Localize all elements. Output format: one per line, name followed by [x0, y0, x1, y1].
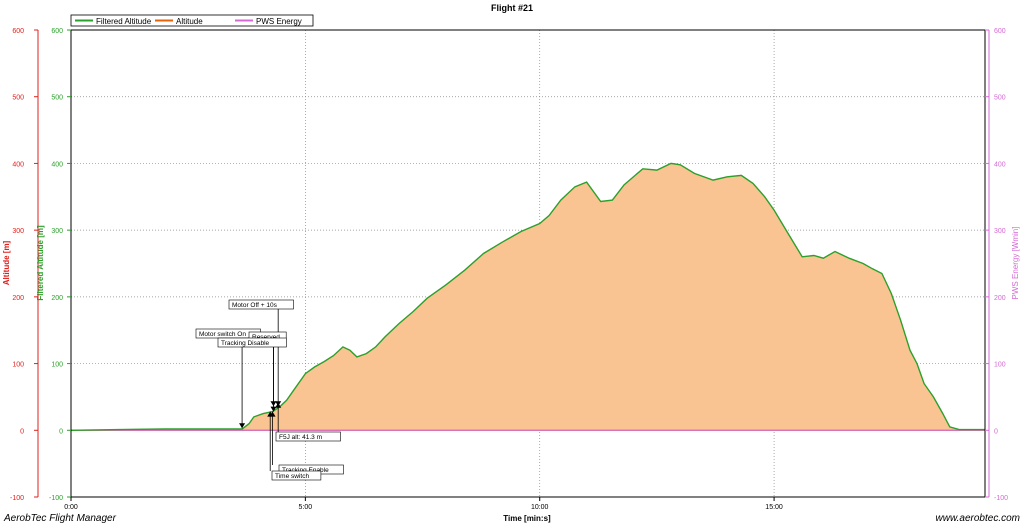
y-tick-label-pws: 0 — [994, 428, 998, 435]
legend-label-filtered: Filtered Altitude — [96, 17, 152, 26]
annotation-marker — [267, 411, 274, 417]
x-tick-label: 0:00 — [64, 504, 78, 511]
legend-box — [70, 14, 314, 27]
x-tick-label: 5:00 — [299, 504, 313, 511]
annotation-label: Reserved — [252, 334, 280, 341]
annotation-label: Tracking Disable — [221, 340, 270, 347]
x-axis-label: Time [min:s] — [503, 514, 551, 523]
y-tick-label-filtered: 500 — [51, 95, 63, 102]
y-tick-label-pws: 200 — [994, 295, 1006, 302]
annotation-box — [275, 431, 341, 442]
y-tick-label-pws: 100 — [994, 362, 1006, 369]
y-tick-label-altitude: 200 — [12, 295, 24, 302]
footer-app-name: AerobTec Flight Manager — [4, 513, 116, 524]
legend-label-altitude: Altitude — [176, 17, 203, 26]
annotation-label: Time switch — [275, 473, 309, 480]
y-tick-label-altitude: 600 — [12, 28, 24, 35]
annotation-box — [228, 299, 294, 310]
y-tick-label-altitude: 400 — [12, 161, 24, 168]
annotation-marker — [239, 423, 246, 429]
legend-label-pws: PWS Energy — [256, 17, 302, 26]
y-tick-label-filtered: 200 — [51, 295, 63, 302]
y-tick-label-filtered: 300 — [51, 228, 63, 235]
y-tick-label-filtered: 400 — [51, 161, 63, 168]
annotation-label: Motor Off + 10s — [232, 302, 278, 309]
plot-frame — [70, 29, 986, 498]
x-tick-label: 15:00 — [765, 504, 783, 511]
footer-website: www.aerobtec.com — [935, 513, 1020, 524]
y-tick-label-pws: 600 — [994, 28, 1006, 35]
y-tick-label-altitude: 0 — [20, 428, 24, 435]
axes: -100 -100 -100 0 0 0 100 100 100 200 200 200 300 300 3… — [10, 28, 1008, 511]
x-tick-label: 10:00 — [531, 504, 549, 511]
annotation-label: Tracking Enable — [282, 467, 329, 474]
y-tick-label-filtered: 0 — [59, 428, 63, 435]
annotation-box — [217, 337, 287, 348]
y-tick-label-altitude: 300 — [12, 228, 24, 235]
annotation-marker — [270, 406, 277, 412]
filtered-altitude-area — [71, 163, 985, 431]
legend: Filtered Altitude Altitude PWS Energy — [70, 14, 314, 27]
y-tick-label-altitude: 500 — [12, 95, 24, 102]
y-tick-label-pws: -100 — [994, 495, 1008, 502]
y-tick-label-altitude: -100 — [10, 495, 24, 502]
y-tick-label-filtered: 600 — [51, 28, 63, 35]
y-tick-label-filtered: 100 — [51, 362, 63, 369]
filtered-altitude-line — [70, 162, 985, 431]
y-axis-label-altitude: Altitude [m] — [2, 240, 11, 285]
annotation-label: F5J alt: 41.3 m — [279, 434, 322, 441]
annotation-marker — [275, 402, 282, 408]
y-tick-label-pws: 500 — [994, 95, 1006, 102]
chart-title: Flight #21 — [491, 3, 533, 13]
y-axis-label-pws: PWS Energy [Wmin] — [1011, 227, 1020, 300]
annotation-box — [271, 470, 322, 481]
annotation-label: Motor switch On — [199, 331, 246, 338]
y-tick-label-pws: 300 — [994, 228, 1006, 235]
y-axis-label-filtered: Filtered Altitude [m] — [36, 225, 45, 301]
y-tick-label-filtered: -100 — [49, 495, 63, 502]
y-tick-label-altitude: 100 — [12, 362, 24, 369]
y-tick-label-pws: 400 — [994, 161, 1006, 168]
